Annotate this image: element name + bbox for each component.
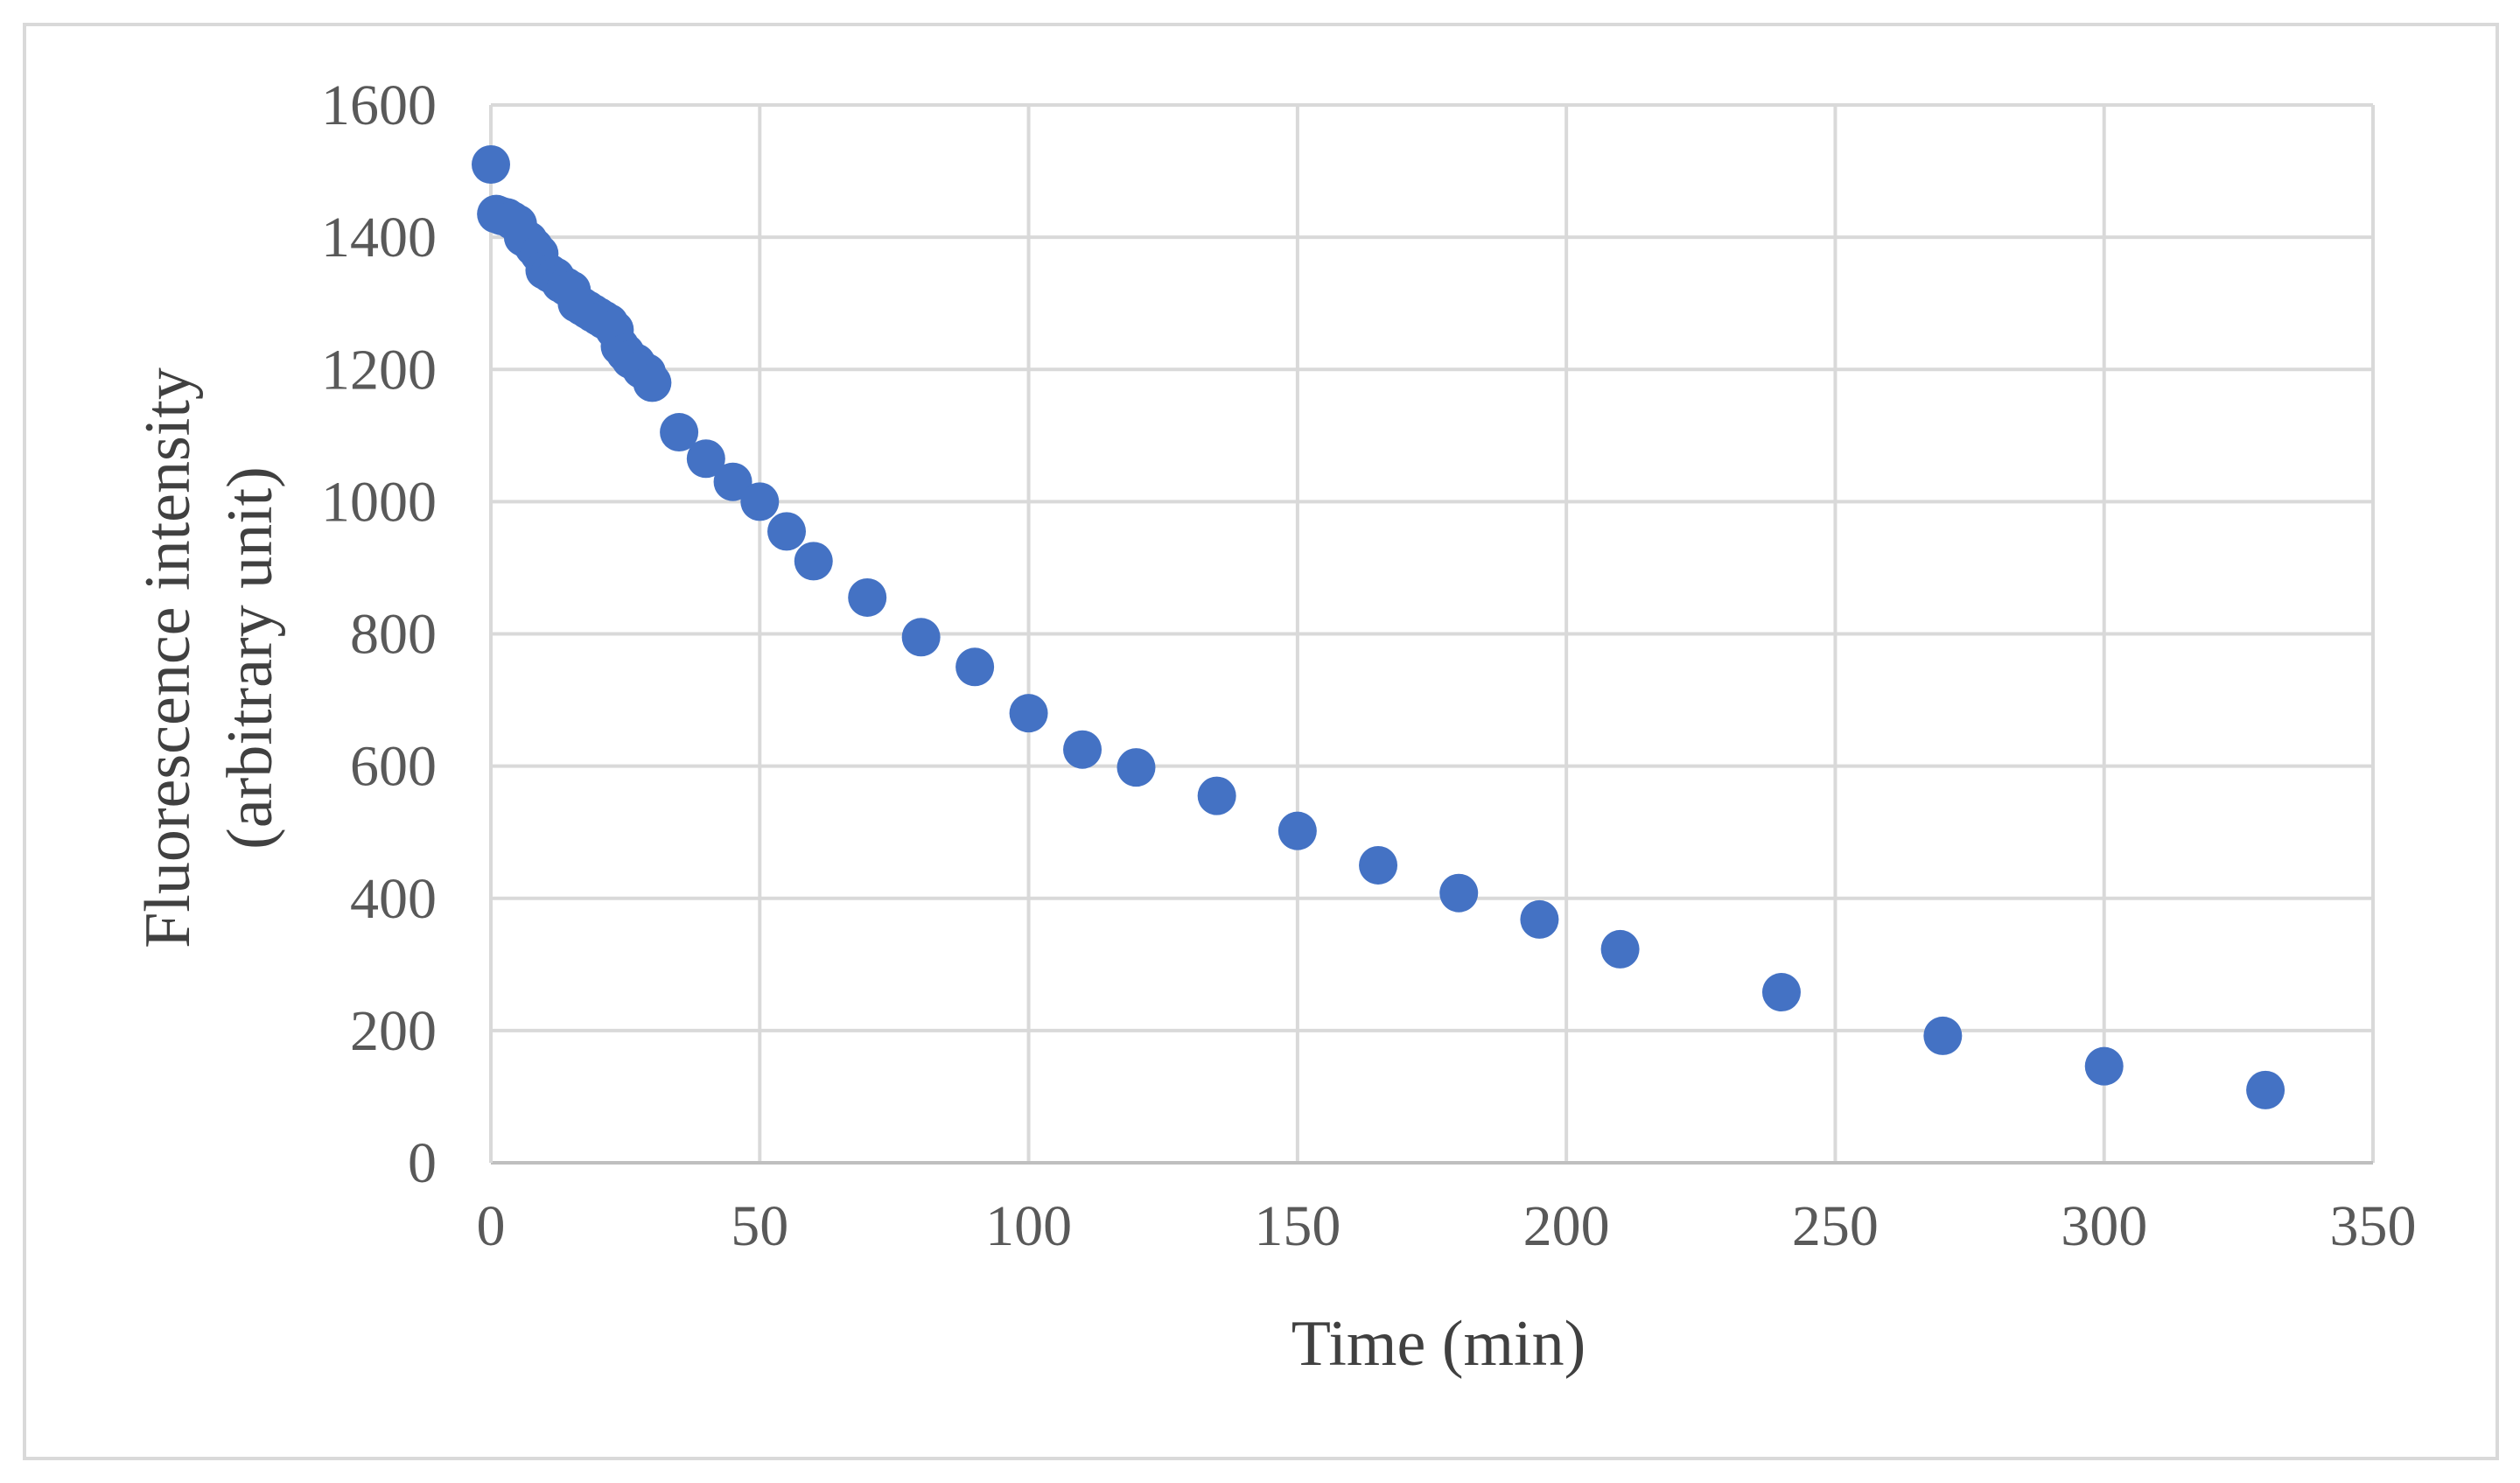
data-point (794, 542, 833, 581)
data-point (1197, 776, 1236, 815)
y-tick-label: 0 (408, 1131, 437, 1195)
y-tick-label: 800 (350, 603, 437, 667)
y-axis-title-line-2: (arbitrary unit) (214, 466, 286, 850)
data-point (472, 145, 510, 185)
y-tick-label: 1000 (321, 470, 437, 534)
y-tick-label: 1400 (321, 206, 437, 269)
x-tick-label: 50 (731, 1194, 788, 1258)
y-tick-label: 1200 (321, 338, 437, 402)
y-tick-label: 1600 (321, 73, 437, 137)
data-point (1600, 929, 1640, 969)
data-point (767, 512, 807, 551)
data-point (740, 482, 780, 521)
data-point (1923, 1016, 1963, 1055)
data-point (2084, 1046, 2124, 1086)
data-point-layer (472, 145, 2286, 1109)
x-tick-label: 0 (477, 1194, 506, 1258)
x-tick-label: 250 (1792, 1194, 1879, 1258)
y-tick-label: 400 (350, 867, 437, 931)
chart-frame (23, 23, 2499, 1460)
grid-layer (489, 103, 2375, 1165)
tick-label-layer: 0 50 100 150 200 250 300 350 0 200 400 600 800 1000 12… (321, 73, 2417, 1258)
data-point (848, 577, 887, 617)
data-point (1359, 845, 1398, 885)
x-axis-title: Time (min) (1292, 1308, 1586, 1380)
data-point (901, 618, 941, 657)
data-point (1278, 811, 1317, 850)
y-axis-title-line-1: Fluorescence intensity (132, 367, 204, 948)
data-point (686, 439, 725, 479)
data-point (1520, 899, 1559, 939)
x-tick-label: 100 (985, 1194, 1072, 1258)
axis-layer (489, 105, 2373, 1165)
data-point (956, 647, 995, 687)
x-tick-label: 200 (1523, 1194, 1610, 1258)
data-point (713, 462, 752, 501)
x-tick-label: 300 (2061, 1194, 2147, 1258)
y-tick-label: 600 (350, 735, 437, 799)
data-point (1009, 694, 1048, 733)
x-tick-label: 350 (2330, 1194, 2417, 1258)
data-point (660, 413, 699, 452)
data-point (1761, 973, 1801, 1012)
data-point (1116, 748, 1156, 787)
data-point (2246, 1070, 2286, 1109)
y-tick-label: 200 (350, 999, 437, 1063)
data-point (1439, 873, 1479, 913)
data-point (1063, 730, 1102, 769)
data-point (633, 363, 672, 402)
x-tick-label: 150 (1254, 1194, 1340, 1258)
